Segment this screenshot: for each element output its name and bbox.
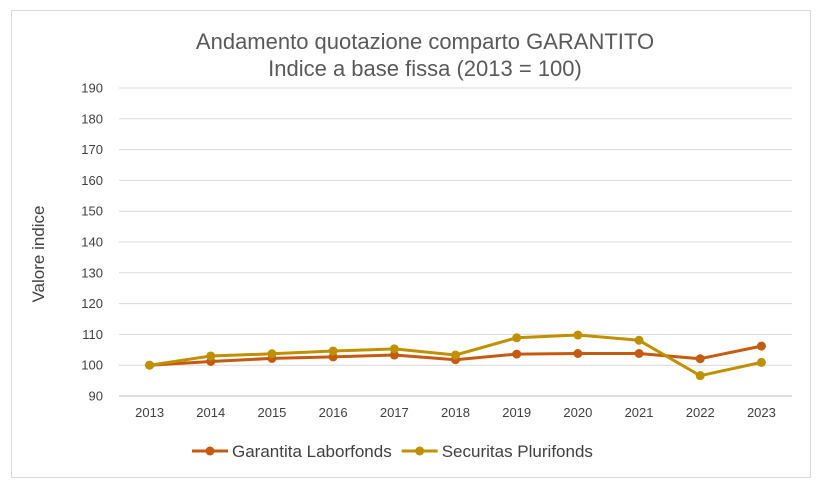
- y-tick-label: 90: [89, 389, 103, 404]
- data-point: [573, 330, 583, 340]
- y-tick-label: 180: [81, 111, 103, 126]
- y-tick-label: 170: [81, 142, 103, 157]
- chart-subtitle: Indice a base fissa (2013 = 100): [268, 56, 582, 81]
- data-point: [206, 351, 216, 361]
- legend-point-marker: [205, 446, 215, 456]
- data-point: [756, 357, 766, 367]
- x-tick-label: 2015: [257, 405, 286, 420]
- data-point: [512, 349, 522, 359]
- x-axis-tick-labels: 2013 2014 2015 2016 2017 2018 2019 2020 2021 2022…: [135, 405, 776, 420]
- x-tick-label: 2018: [441, 405, 470, 420]
- legend-item: Securitas Plurifonds: [401, 442, 593, 461]
- data-point: [512, 333, 522, 343]
- y-tick-label: 120: [81, 296, 103, 311]
- line-chart: Andamento quotazione comparto GARANTITO …: [29, 29, 792, 461]
- y-tick-label: 140: [81, 235, 103, 250]
- data-point: [389, 350, 399, 360]
- data-point: [145, 360, 155, 370]
- x-tick-label: 2013: [135, 405, 164, 420]
- legend: Garantita Laborfonds Securitas Plurifonds: [192, 442, 593, 461]
- x-tick-label: 2017: [380, 405, 409, 420]
- data-point: [389, 344, 399, 354]
- y-tick-label: 130: [81, 265, 103, 280]
- data-point: [634, 348, 644, 358]
- data-point: [451, 350, 460, 360]
- y-tick-label: 160: [81, 173, 103, 188]
- chart-title: Andamento quotazione comparto GARANTITO: [196, 29, 654, 54]
- data-point: [328, 346, 338, 356]
- chart-frame: Andamento quotazione comparto GARANTITO …: [11, 10, 811, 478]
- legend-point-marker: [415, 446, 425, 456]
- series-2: [145, 330, 766, 381]
- x-tick-label: 2021: [625, 405, 654, 420]
- data-point: [695, 354, 705, 364]
- y-tick-label: 150: [81, 204, 103, 219]
- y-axis-tick-labels: 90 100 110 120 130 140 150 160 170 180 190: [81, 81, 103, 404]
- x-tick-label: 2022: [686, 405, 715, 420]
- data-point: [695, 371, 705, 381]
- gridlines: [119, 87, 792, 397]
- data-point: [634, 335, 644, 345]
- legend-item: Garantita Laborfonds: [192, 442, 392, 461]
- data-point: [756, 341, 766, 351]
- x-tick-label: 2019: [502, 405, 531, 420]
- legend-label: Garantita Laborfonds: [232, 442, 392, 461]
- y-tick-label: 110: [82, 327, 103, 342]
- x-tick-label: 2020: [563, 405, 592, 420]
- series-layer: [145, 330, 766, 381]
- legend-label: Securitas Plurifonds: [442, 442, 593, 461]
- x-tick-label: 2023: [747, 405, 776, 420]
- x-tick-label: 2016: [319, 405, 348, 420]
- y-tick-label: 190: [81, 81, 103, 96]
- x-tick-label: 2014: [196, 405, 225, 420]
- data-point: [267, 349, 277, 359]
- y-axis-title: Valore indice: [29, 205, 48, 302]
- y-tick-label: 100: [81, 358, 103, 373]
- data-point: [573, 348, 583, 358]
